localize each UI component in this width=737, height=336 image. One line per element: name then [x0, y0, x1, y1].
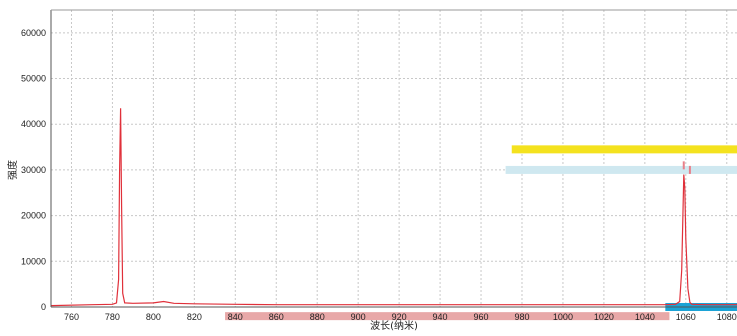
overlay-marker	[682, 161, 685, 170]
x-tick-label: 940	[433, 312, 448, 322]
x-tick-label: 1080	[717, 312, 737, 322]
x-tick-label: 1060	[676, 312, 696, 322]
x-tick-label: 880	[310, 312, 325, 322]
y-tick-label: 10000	[21, 256, 46, 266]
x-tick-label: 960	[474, 312, 489, 322]
y-tick-label: 40000	[21, 119, 46, 129]
overlay-bar	[505, 165, 737, 174]
y-tick-labels: 0 10000 20000 30000 40000 50000 60000	[21, 28, 46, 312]
x-tick-label: 860	[269, 312, 284, 322]
x-tick-label: 980	[514, 312, 529, 322]
series-layer	[50, 108, 737, 307]
y-axis-label: 强度	[6, 160, 19, 180]
y-tick-label: 50000	[21, 74, 46, 84]
x-tick-label: 820	[187, 312, 202, 322]
x-tick-label: 760	[64, 312, 79, 322]
x-tick-label: 900	[351, 312, 366, 322]
x-tick-label: 920	[392, 312, 407, 322]
x-tick-label: 1040	[635, 312, 655, 322]
y-tick-label: 60000	[21, 28, 46, 38]
x-tick-label: 1020	[594, 312, 614, 322]
overlay-bar	[225, 312, 670, 321]
grid	[51, 10, 737, 308]
x-tick-label: 1000	[553, 312, 573, 322]
x-tick-labels: 760 780 800 820 840 860 880 900 920 940 960 980 1000…	[64, 312, 737, 322]
overlay-bar	[511, 145, 737, 154]
series-line	[50, 108, 737, 307]
y-tick-label: 0	[41, 302, 46, 312]
y-tick-label: 30000	[21, 165, 46, 175]
axes	[50, 9, 737, 308]
x-tick-label: 800	[146, 312, 161, 322]
x-tick-label: 840	[228, 312, 243, 322]
x-axis-label: 波长(纳米)	[370, 319, 418, 332]
y-tick-label: 20000	[21, 211, 46, 221]
x-tick-label: 780	[105, 312, 120, 322]
overlay-marker	[688, 165, 691, 174]
